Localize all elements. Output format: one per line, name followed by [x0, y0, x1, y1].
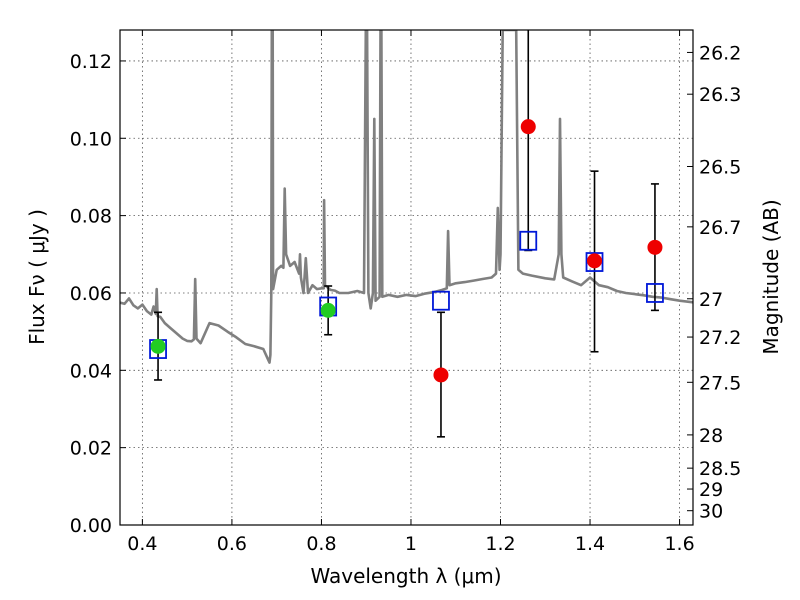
magnitude-tick-label: 28.5 — [699, 458, 741, 480]
magnitude-tick-label: 26.5 — [699, 157, 741, 179]
plot-frame — [119, 29, 694, 526]
model-photometry-square — [432, 290, 450, 311]
x-tick-label: 0.6 — [217, 533, 247, 555]
x-tick-label: 0.4 — [127, 533, 157, 555]
axis-ticks: 0.4 0.6 0.8 1 1.2 1.4 1.6 0.00 0.02 0.04 0.06 0.08 0… — [70, 30, 741, 555]
y-tick-label: 0.08 — [70, 206, 112, 228]
model-photometry-square — [646, 283, 664, 303]
y-tick-label: 0.04 — [70, 360, 112, 382]
y-tick-label: 0.00 — [70, 515, 112, 537]
magnitude-tick-label: 26.7 — [699, 217, 741, 239]
observed-data-point — [150, 338, 166, 354]
model-photometry-square — [585, 252, 604, 272]
model-photometry-square — [519, 230, 538, 251]
magnitude-tick-label: 27.2 — [699, 327, 741, 349]
magnitude-tick-label: 26.2 — [699, 42, 741, 64]
y-axis-label: Flux Fν ( μJy ) — [25, 209, 49, 345]
observed-data-point — [647, 239, 663, 255]
x-tick-label: 1 — [405, 533, 417, 555]
observed-data-point — [320, 302, 336, 318]
plot-area — [120, 30, 693, 438]
magnitude-tick-label: 27 — [699, 289, 723, 311]
grid-layer — [120, 30, 693, 525]
x-axis-label: Wavelength λ (μm) — [310, 564, 501, 588]
x-tick-label: 0.8 — [306, 533, 336, 555]
y-tick-label: 0.06 — [70, 283, 112, 305]
x-tick-label: 1.2 — [485, 533, 515, 555]
y-tick-label: 0.10 — [70, 128, 112, 150]
magnitude-tick-label: 26.3 — [699, 84, 741, 106]
y-tick-label: 0.02 — [70, 438, 112, 460]
y-tick-label: 0.12 — [70, 51, 112, 73]
model-spectrum-line — [120, 30, 693, 364]
magnitude-tick-label: 29 — [699, 479, 723, 501]
magnitude-tick-label: 28 — [699, 425, 723, 447]
observed-data-point — [520, 119, 536, 135]
observed-data-point — [587, 253, 603, 269]
magnitude-tick-label: 27.5 — [699, 372, 741, 394]
x-tick-label: 1.4 — [575, 533, 605, 555]
y2-axis-label: Magnitude (AB) — [759, 199, 783, 354]
x-tick-label: 1.6 — [664, 533, 694, 555]
observed-data-point — [433, 367, 449, 383]
magnitude-tick-label: 30 — [699, 501, 723, 523]
